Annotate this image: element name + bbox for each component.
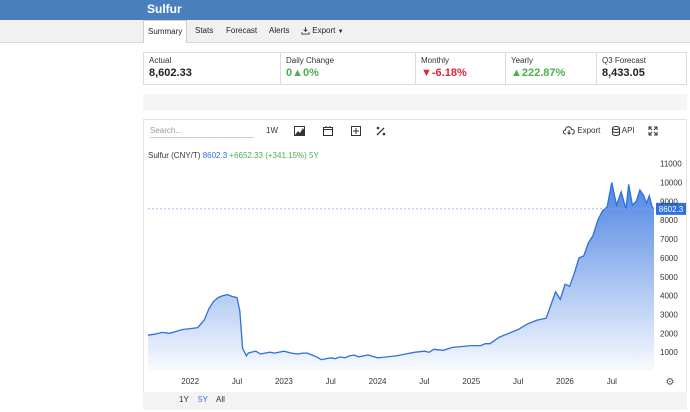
stat-value: 0▲0%: [286, 67, 319, 79]
download-icon: [301, 27, 310, 35]
x-tick-label: Jul: [326, 377, 336, 386]
range-5y-button[interactable]: 5Y: [198, 395, 208, 404]
calendar-icon[interactable]: [323, 124, 333, 138]
stat-label: Yearly: [511, 56, 533, 65]
range-selector: 1Y 5Y All: [143, 392, 687, 410]
y-tick-label: 7000: [660, 235, 678, 244]
stat-actual: Actual 8,602.33: [144, 53, 281, 84]
range-1y-button[interactable]: 1Y: [179, 395, 189, 404]
legend-series-name: Sulfur (CNY/T): [148, 151, 201, 160]
tab-export[interactable]: Export ▼: [297, 20, 348, 43]
api-button[interactable]: API: [612, 124, 635, 138]
x-tick-label: 2023: [275, 377, 293, 386]
stat-monthly: Monthly ▼-6.18%: [416, 53, 506, 84]
tab-stats[interactable]: Stats: [195, 26, 214, 35]
api-label: API: [621, 126, 635, 135]
stats-panel: Actual 8,602.33 Daily Change 0▲0% Monthl…: [143, 52, 687, 85]
y-tick-label: 9000: [660, 197, 678, 206]
app-header: Sulfur: [0, 0, 690, 20]
x-tick-label: 2025: [462, 377, 480, 386]
y-tick-label: 4000: [660, 292, 678, 301]
x-tick-label: Jul: [419, 377, 429, 386]
stat-label: Daily Change: [286, 56, 335, 65]
stat-value: 8,433.05: [602, 67, 645, 79]
database-icon: [612, 125, 620, 136]
x-tick-label: 2024: [369, 377, 387, 386]
stat-yearly: Yearly ▲222.87%: [506, 53, 597, 84]
legend-value: 8602.3: [202, 151, 228, 160]
stat-label: Q3 Forecast: [602, 56, 647, 65]
caret-down-icon: ▼: [337, 29, 344, 35]
stat-q3-forecast: Q3 Forecast 8,433.05: [597, 53, 686, 84]
legend-change: +6652.33 (+341.15%) 5Y: [229, 151, 319, 160]
x-tick-label: 2026: [556, 377, 574, 386]
y-tick-label: 6000: [660, 254, 678, 263]
y-tick-label: 2000: [660, 329, 678, 338]
settings-icon: ⚙: [666, 377, 675, 388]
y-tick-label: 5000: [660, 273, 678, 282]
add-indicator-icon[interactable]: [351, 124, 361, 138]
search-input[interactable]: [150, 124, 254, 138]
x-tick-label: 2022: [181, 377, 199, 386]
interval-button[interactable]: 1W: [266, 126, 278, 135]
stat-daily-change: Daily Change 0▲0%: [281, 53, 416, 84]
stat-label: Monthly: [421, 56, 450, 65]
tab-summary[interactable]: Summary: [143, 20, 188, 43]
app-title: Sulfur: [147, 2, 182, 16]
y-tick-label: 1000: [660, 348, 678, 357]
y-tick-label: 3000: [660, 310, 678, 319]
export-chart-button[interactable]: Export: [563, 124, 600, 138]
series-line: [147, 182, 655, 361]
stat-value: ▲222.87%: [511, 67, 566, 79]
stat-value: ▼-6.18%: [421, 67, 467, 79]
x-tick-label: Jul: [607, 377, 617, 386]
chart-type-icon[interactable]: [294, 124, 305, 138]
y-tick-label: 8000: [660, 216, 678, 225]
tab-bar: Summary Stats Forecast Alerts Export ▼: [0, 20, 690, 43]
y-tick-label: 10000: [660, 179, 683, 188]
ad-placeholder: [143, 94, 687, 110]
chart-panel: 8602.3 1000 2000 3000 4000 5000 6000 7000 8000 90…: [143, 119, 687, 410]
export-label: Export: [577, 126, 601, 135]
current-value-tag: [656, 202, 686, 215]
tab-forecast[interactable]: Forecast: [226, 26, 258, 35]
stat-label: Actual: [149, 56, 172, 65]
y-tick-label: 11000: [660, 160, 682, 169]
current-value-label: 8602.3: [659, 205, 684, 214]
x-tick-label: Jul: [513, 377, 523, 386]
range-all-button[interactable]: All: [216, 395, 225, 404]
fullscreen-icon[interactable]: [648, 124, 658, 138]
tab-export-label: Export: [312, 26, 336, 35]
series-area: [148, 182, 654, 371]
chart-legend: Sulfur (CNY/T) 8602.3 +6652.33 (+341.15%…: [148, 151, 319, 160]
price-chart[interactable]: 8602.3 1000 2000 3000 4000 5000 6000 7000 8000 90…: [144, 120, 688, 411]
x-tick-label: Jul: [232, 377, 242, 386]
cloud-download-icon: [563, 126, 575, 136]
tab-alerts[interactable]: Alerts: [269, 26, 290, 35]
stat-value: 8,602.33: [149, 67, 192, 79]
draw-tool-icon[interactable]: [376, 124, 386, 138]
